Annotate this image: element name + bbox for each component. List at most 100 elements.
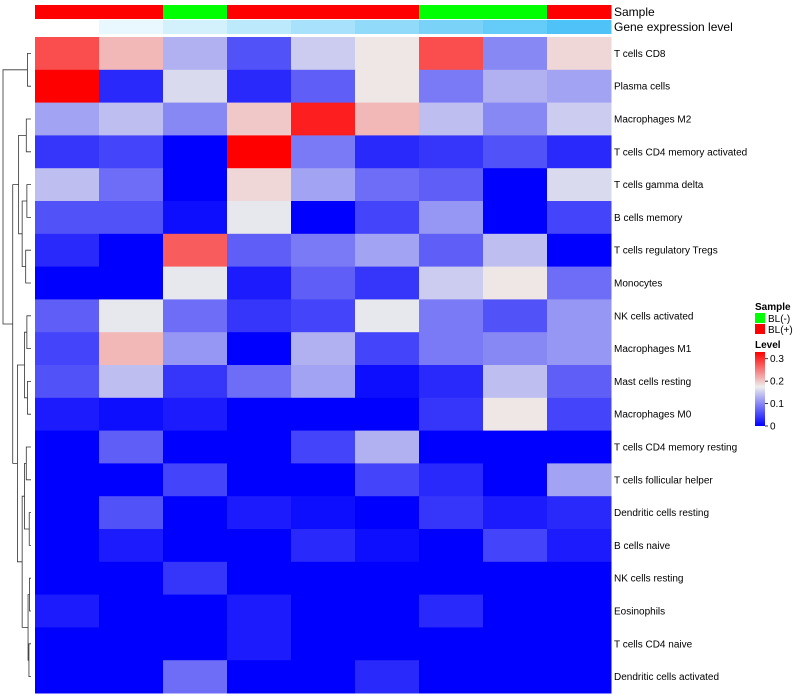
gene-expression-annotation-cell [419, 20, 484, 34]
heatmap-cell [419, 201, 484, 235]
row-label: T cells gamma delta [614, 180, 704, 191]
row-dendrogram [2, 53, 31, 677]
heatmap-cell [163, 332, 228, 366]
legend-tick-label: 0.3 [770, 354, 784, 365]
heatmap-cell [163, 299, 228, 333]
heatmap-cell [483, 332, 548, 366]
heatmap-cell [419, 266, 484, 300]
heatmap-cell [99, 594, 164, 628]
heatmap-cell [163, 463, 228, 497]
heatmap-cell [99, 397, 164, 432]
heatmap-cell [291, 69, 356, 104]
gene-expression-annotation-cell [355, 20, 420, 34]
legend-label: BL(-) [768, 314, 790, 325]
heatmap-cell [291, 627, 356, 661]
heatmap-cell [547, 660, 612, 694]
heatmap-cell [483, 594, 548, 628]
annotation-row-label: Sample [614, 5, 655, 19]
heatmap-cell [227, 201, 292, 235]
heatmap-cell [547, 37, 612, 71]
heatmap-cell [547, 463, 612, 497]
heatmap-cell [547, 561, 612, 596]
heatmap-cell [355, 529, 420, 563]
heatmap-cell [291, 102, 356, 136]
heatmap-cell [227, 397, 292, 432]
heatmap-cell [35, 168, 100, 202]
heatmap-cell [99, 529, 164, 563]
heatmap-cell [419, 660, 484, 694]
heatmap-cell [227, 463, 292, 497]
heatmap-cell [483, 430, 548, 464]
heatmap-cell [355, 266, 420, 300]
heatmap-cell [35, 233, 100, 268]
dendrogram-branch [18, 135, 27, 235]
heatmap-cell [547, 266, 612, 300]
heatmap-cell [483, 135, 548, 169]
gene-expression-annotation-cell [163, 20, 228, 34]
legend-level-title: Level [755, 340, 781, 351]
heatmap-cell [419, 69, 484, 104]
heatmap-cell [547, 168, 612, 202]
heatmap-cell [291, 496, 356, 530]
gene-expression-annotation-cell [35, 20, 100, 34]
heatmap-cell [291, 529, 356, 563]
row-label: B cells memory [614, 213, 682, 224]
heatmap-cell [419, 627, 484, 661]
heatmap-cell [163, 496, 228, 530]
heatmap-cell [35, 496, 100, 530]
row-label: T cells CD4 memory resting [614, 443, 737, 454]
heatmap-cell [35, 299, 100, 333]
heatmap-cell [419, 102, 484, 136]
heatmap-cell [547, 135, 612, 169]
row-labels: T cells CD8 Plasma cells Macrophages M2 T c… [614, 49, 747, 683]
row-label: Monocytes [614, 279, 662, 290]
heatmap-cell [483, 496, 548, 530]
heatmap-cell [227, 529, 292, 563]
heatmap-cell [355, 69, 420, 104]
heatmap-cell [483, 299, 548, 333]
heatmap-cell [547, 627, 612, 661]
heatmap-cell [419, 430, 484, 464]
heatmap-cell [163, 233, 228, 268]
gene-expression-annotation-cell [291, 20, 356, 34]
heatmap-cell [419, 463, 484, 497]
heatmap-cell [291, 299, 356, 333]
dendrogram-branch [28, 643, 31, 677]
heatmap-cell [99, 299, 164, 333]
heatmap-cell [483, 660, 548, 694]
heatmap-cell [163, 102, 228, 136]
row-label: Plasma cells [614, 82, 670, 93]
heatmap-cell [419, 135, 484, 169]
heatmap-cell [35, 37, 100, 71]
heatmap-cell [163, 627, 228, 661]
heatmap-cell [227, 299, 292, 333]
heatmap-cell [419, 168, 484, 202]
heatmap-cell [163, 135, 228, 169]
heatmap-cell [419, 365, 484, 399]
heatmap-cell [355, 594, 420, 628]
heatmap-cell [291, 332, 356, 366]
heatmap-cell [355, 37, 420, 71]
heatmap-cell [35, 332, 100, 366]
heatmap-cell [355, 135, 420, 169]
heatmap-cell [227, 627, 292, 661]
heatmap-cell [355, 299, 420, 333]
dendrogram-branch [26, 315, 31, 349]
dendrogram-branch [28, 512, 31, 546]
heatmap-cell [547, 496, 612, 530]
heatmap-cell [163, 201, 228, 235]
heatmap-cell [227, 430, 292, 464]
heatmap-cell [35, 594, 100, 628]
heatmap-cell [483, 365, 548, 399]
heatmap-cell [163, 430, 228, 464]
heatmap-cell [355, 496, 420, 530]
heatmap-cell [291, 561, 356, 596]
row-label: T cells regulatory Tregs [614, 246, 718, 257]
heatmap-cell [35, 529, 100, 563]
heatmap-cell [483, 529, 548, 563]
heatmap-cell [227, 365, 292, 399]
annotation-row-label: Gene expression level [614, 20, 733, 34]
heatmap-cell [35, 69, 100, 104]
heatmap-cell [227, 37, 292, 71]
